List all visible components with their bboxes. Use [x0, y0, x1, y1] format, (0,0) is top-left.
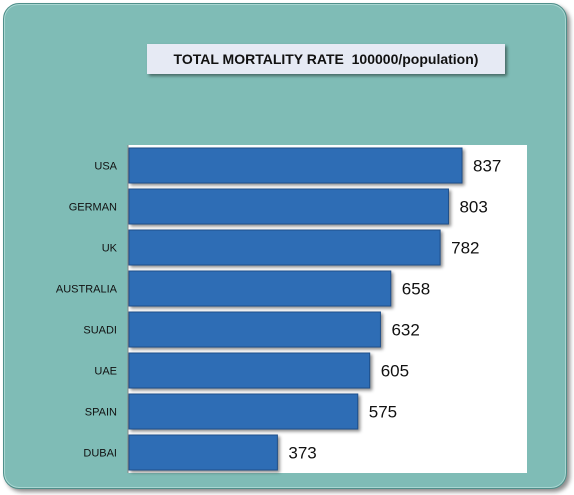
category-label: SUADI — [83, 325, 117, 337]
bar-australia — [128, 270, 392, 307]
category-label: AUSTRALIA — [56, 284, 118, 296]
bar-uk — [128, 229, 441, 266]
value-label: 575 — [369, 403, 397, 422]
category-label: SPAIN — [85, 407, 117, 419]
chart-title: TOTAL MORTALITY RATE 100000/population) — [147, 44, 505, 74]
value-label: 837 — [473, 157, 501, 176]
value-label: 782 — [451, 239, 479, 258]
category-label: USA — [94, 161, 117, 173]
bar-spain — [128, 393, 359, 430]
value-label: 632 — [391, 321, 419, 340]
bar-suadi — [128, 311, 381, 348]
category-label: UAE — [94, 366, 117, 378]
value-label: 605 — [381, 362, 409, 381]
bar-dubai — [128, 434, 278, 471]
value-label: 803 — [459, 198, 487, 217]
category-label: UK — [102, 243, 118, 255]
bars-group: USA 837 GERMAN 803 UK 782 AUSTRALIA 658 SUADI 632… — [56, 147, 501, 471]
value-label: 373 — [288, 444, 316, 463]
bar-uae — [128, 352, 371, 389]
bar-usa — [128, 147, 463, 184]
category-label: GERMAN — [69, 202, 117, 214]
category-label: DUBAI — [83, 448, 117, 460]
bar-german — [128, 188, 449, 225]
value-label: 658 — [402, 280, 430, 299]
